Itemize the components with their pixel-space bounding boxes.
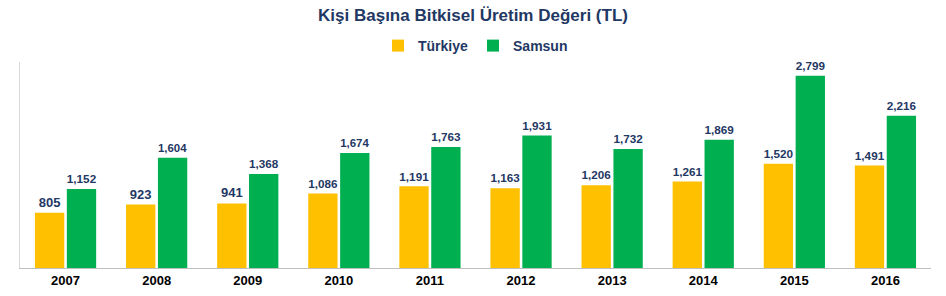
svg-text:805: 805 [39, 195, 61, 210]
svg-text:1,152: 1,152 [67, 172, 97, 185]
svg-text:Türkiye: Türkiye [418, 38, 468, 54]
svg-text:923: 923 [130, 187, 152, 202]
svg-text:1,191: 1,191 [399, 170, 429, 183]
svg-text:1,674: 1,674 [340, 137, 369, 149]
svg-text:1,368: 1,368 [249, 157, 279, 170]
svg-text:1,163: 1,163 [490, 171, 520, 184]
svg-text:2010: 2010 [324, 273, 353, 288]
svg-text:1,520: 1,520 [764, 147, 794, 160]
svg-text:2007: 2007 [51, 273, 80, 288]
svg-text:2011: 2011 [416, 273, 444, 288]
svg-text:1,732: 1,732 [613, 132, 643, 145]
svg-text:941: 941 [221, 185, 243, 200]
svg-text:1,763: 1,763 [431, 130, 461, 143]
svg-text:2,216: 2,216 [887, 99, 917, 112]
svg-text:2012: 2012 [507, 273, 536, 288]
svg-text:1,869: 1,869 [705, 123, 735, 136]
svg-text:2,799: 2,799 [796, 59, 826, 72]
svg-text:2008: 2008 [142, 273, 171, 288]
svg-text:1,931: 1,931 [522, 119, 552, 132]
svg-text:1,604: 1,604 [158, 142, 187, 154]
svg-text:2009: 2009 [233, 273, 262, 288]
svg-text:2014: 2014 [689, 273, 719, 288]
svg-text:2013: 2013 [598, 273, 627, 288]
svg-text:Kişi Başına Bitkisel Üretim De: Kişi Başına Bitkisel Üretim Değeri (TL) [318, 6, 628, 25]
svg-text:1,086: 1,086 [308, 177, 338, 190]
svg-text:Samsun: Samsun [513, 38, 567, 54]
svg-text:1,491: 1,491 [855, 149, 885, 162]
svg-text:1,206: 1,206 [582, 168, 612, 181]
svg-text:2016: 2016 [871, 273, 900, 288]
svg-text:1,261: 1,261 [673, 165, 703, 178]
svg-text:2015: 2015 [780, 273, 809, 288]
